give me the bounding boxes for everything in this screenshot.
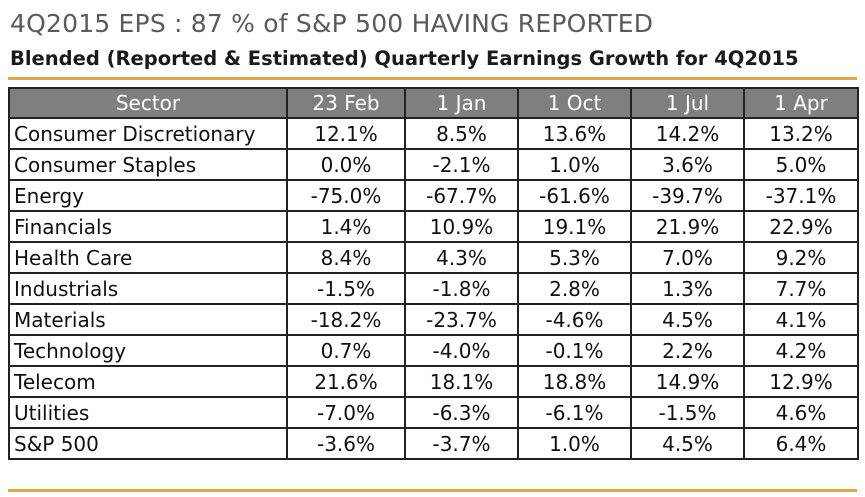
growth-cell-1-jul: 3.6%	[630, 148, 745, 181]
growth-cell-23-feb: -75.0%	[286, 179, 406, 212]
table-row: Consumer Staples 0.0% -2.1% 1.0% 3.6% 5.0%	[8, 148, 859, 181]
growth-cell-1-jul: 7.0%	[630, 241, 745, 274]
growth-cell-1-apr: 4.2%	[743, 334, 859, 367]
growth-cell-1-jan: -23.7%	[404, 303, 519, 336]
table-row: Health Care 8.4% 4.3% 5.3% 7.0% 9.2%	[8, 241, 859, 274]
growth-cell-1-apr: 9.2%	[743, 241, 859, 274]
growth-cell-1-jan: 4.3%	[404, 241, 519, 274]
growth-cell-1-apr: 12.9%	[743, 365, 859, 398]
growth-cell-1-oct: 1.0%	[517, 148, 632, 181]
column-header-1-oct: 1 Oct	[517, 87, 632, 119]
growth-cell-1-apr: 4.1%	[743, 303, 859, 336]
growth-cell-1-jul: 21.9%	[630, 210, 745, 243]
sector-name-cell: Health Care	[8, 241, 288, 274]
growth-cell-1-jan: 8.5%	[404, 117, 519, 150]
table-row: Telecom 21.6% 18.1% 18.8% 14.9% 12.9%	[8, 365, 859, 398]
growth-cell-1-apr: 6.4%	[743, 427, 859, 460]
growth-cell-1-apr: 13.2%	[743, 117, 859, 150]
sector-name-cell: Industrials	[8, 272, 288, 305]
sector-name-cell: Technology	[8, 334, 288, 367]
growth-cell-1-jan: 18.1%	[404, 365, 519, 398]
growth-cell-23-feb: 1.4%	[286, 210, 406, 243]
column-header-sector: Sector	[8, 87, 288, 119]
table-row: Utilities -7.0% -6.3% -6.1% -1.5% 4.6%	[8, 396, 859, 429]
table-row: Energy -75.0% -67.7% -61.6% -39.7% -37.1%	[8, 179, 859, 212]
table-body: Consumer Discretionary 12.1% 8.5% 13.6% 14.2…	[8, 117, 859, 460]
growth-cell-1-jul: 1.3%	[630, 272, 745, 305]
table-row: Financials 1.4% 10.9% 19.1% 21.9% 22.9%	[8, 210, 859, 243]
growth-cell-1-jan: -2.1%	[404, 148, 519, 181]
growth-cell-1-oct: -4.6%	[517, 303, 632, 336]
sector-name-cell: Materials	[8, 303, 288, 336]
top-divider	[8, 77, 857, 80]
growth-cell-1-apr: 22.9%	[743, 210, 859, 243]
growth-cell-1-jan: -3.7%	[404, 427, 519, 460]
growth-cell-1-apr: -37.1%	[743, 179, 859, 212]
table-row: Industrials -1.5% -1.8% 2.8% 1.3% 7.7%	[8, 272, 859, 305]
growth-cell-1-oct: 19.1%	[517, 210, 632, 243]
sector-name-cell: Consumer Discretionary	[8, 117, 288, 150]
growth-cell-23-feb: -7.0%	[286, 396, 406, 429]
growth-cell-23-feb: 0.7%	[286, 334, 406, 367]
growth-cell-1-jul: 14.9%	[630, 365, 745, 398]
growth-cell-1-jul: 14.2%	[630, 117, 745, 150]
growth-cell-1-oct: 5.3%	[517, 241, 632, 274]
growth-cell-23-feb: 21.6%	[286, 365, 406, 398]
sector-name-cell: Energy	[8, 179, 288, 212]
growth-cell-1-jan: -67.7%	[404, 179, 519, 212]
growth-cell-23-feb: -18.2%	[286, 303, 406, 336]
earnings-growth-table: Sector 23 Feb 1 Jan 1 Oct 1 Jul 1 Apr Co…	[8, 87, 859, 460]
sector-name-cell: S&P 500	[8, 427, 288, 460]
table-row: Technology 0.7% -4.0% -0.1% 2.2% 4.2%	[8, 334, 859, 367]
growth-cell-1-oct: -6.1%	[517, 396, 632, 429]
page-title: 4Q2015 EPS : 87 % of S&P 500 HAVING REPO…	[10, 9, 654, 38]
growth-cell-1-jan: -1.8%	[404, 272, 519, 305]
column-header-1-jul: 1 Jul	[630, 87, 745, 119]
growth-cell-1-jan: -4.0%	[404, 334, 519, 367]
growth-cell-1-jul: 4.5%	[630, 427, 745, 460]
growth-cell-1-oct: 13.6%	[517, 117, 632, 150]
growth-cell-1-oct: 18.8%	[517, 365, 632, 398]
growth-cell-1-apr: 5.0%	[743, 148, 859, 181]
column-header-1-apr: 1 Apr	[743, 87, 859, 119]
growth-cell-23-feb: 12.1%	[286, 117, 406, 150]
growth-cell-1-oct: 2.8%	[517, 272, 632, 305]
sector-name-cell: Consumer Staples	[8, 148, 288, 181]
growth-cell-23-feb: 0.0%	[286, 148, 406, 181]
growth-cell-1-oct: -0.1%	[517, 334, 632, 367]
growth-cell-1-jul: 2.2%	[630, 334, 745, 367]
growth-cell-23-feb: 8.4%	[286, 241, 406, 274]
growth-cell-1-oct: 1.0%	[517, 427, 632, 460]
growth-cell-1-jan: 10.9%	[404, 210, 519, 243]
growth-cell-23-feb: -1.5%	[286, 272, 406, 305]
growth-cell-1-jan: -6.3%	[404, 396, 519, 429]
growth-cell-1-oct: -61.6%	[517, 179, 632, 212]
growth-cell-1-apr: 7.7%	[743, 272, 859, 305]
column-header-1-jan: 1 Jan	[404, 87, 519, 119]
sector-name-cell: Telecom	[8, 365, 288, 398]
table-row: Materials -18.2% -23.7% -4.6% 4.5% 4.1%	[8, 303, 859, 336]
growth-cell-1-jul: 4.5%	[630, 303, 745, 336]
bottom-divider	[8, 489, 857, 492]
growth-cell-23-feb: -3.6%	[286, 427, 406, 460]
column-header-23-feb: 23 Feb	[286, 87, 406, 119]
page-subtitle: Blended (Reported & Estimated) Quarterly…	[10, 47, 799, 70]
growth-cell-1-apr: 4.6%	[743, 396, 859, 429]
growth-cell-1-jul: -39.7%	[630, 179, 745, 212]
sector-name-cell: Financials	[8, 210, 288, 243]
growth-cell-1-jul: -1.5%	[630, 396, 745, 429]
table-row: S&P 500 -3.6% -3.7% 1.0% 4.5% 6.4%	[8, 427, 859, 460]
table-row: Consumer Discretionary 12.1% 8.5% 13.6% 14.2…	[8, 117, 859, 150]
sector-name-cell: Utilities	[8, 396, 288, 429]
table-header-row: Sector 23 Feb 1 Jan 1 Oct 1 Jul 1 Apr	[8, 87, 859, 119]
